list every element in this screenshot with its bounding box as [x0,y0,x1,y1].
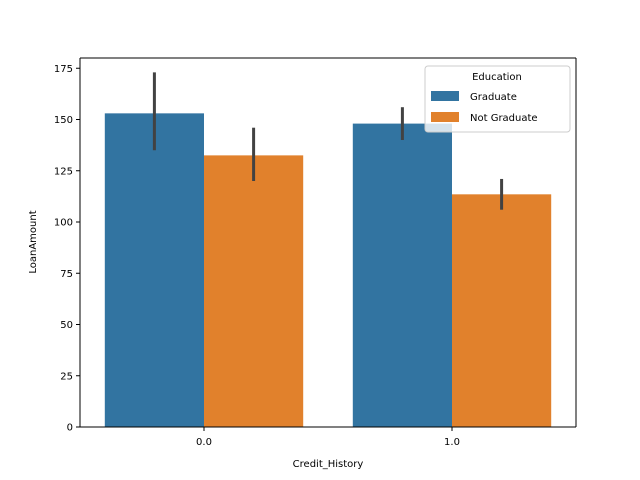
y-tick-label: 100 [54,218,73,229]
x-axis-label: Credit_History [293,459,364,470]
y-axis-ticks: 0 25 50 75 100 125 150 175 [54,64,80,434]
bar-graduate-1-0 [352,123,452,427]
plot-frame [79,57,577,428]
y-tick-label: 50 [60,320,73,331]
legend-label-graduate: Graduate [470,92,517,103]
y-axis-label: LoanAmount [28,210,39,273]
legend: Education Graduate Not Graduate [424,65,571,133]
y-tick-label: 0 [67,423,73,434]
y-tick-label: 25 [60,371,73,382]
x-axis-ticks: 0.0 1.0 [196,427,460,448]
bar-not-graduate-0-0 [204,155,304,427]
y-tick-label: 75 [60,269,73,280]
y-tick-label: 125 [54,166,73,177]
errorbars-group [152,72,504,210]
bar-graduate-0-0 [104,113,204,427]
bar-not-graduate-1-0 [452,194,552,427]
bars-group [104,113,552,427]
legend-box [424,65,571,133]
y-tick-label: 175 [54,64,73,75]
legend-title: Education [472,72,522,83]
legend-swatch-graduate [431,91,459,101]
legend-swatch-not-graduate [431,112,459,122]
y-tick-label: 150 [54,115,73,126]
legend-label-not-graduate: Not Graduate [470,113,538,124]
x-tick-label: 1.0 [444,437,460,448]
x-tick-label: 0.0 [196,437,212,448]
